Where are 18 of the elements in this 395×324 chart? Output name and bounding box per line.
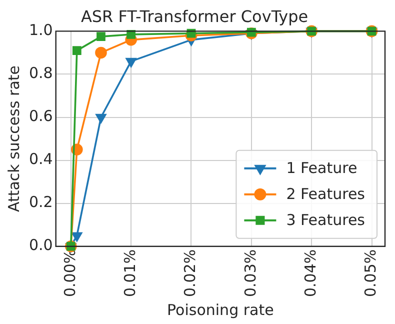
x-tick-label: 0.02% [181,249,200,298]
x-axis-title: Poisoning rate [167,300,274,319]
x-tick-label: 0.01% [120,249,139,298]
legend-label: 2 Features [286,185,366,204]
x-tick-label: 0.05% [362,249,380,298]
x-tick-label: 0.00% [60,249,79,298]
chart-title: ASR FT-Transformer CovType [80,6,308,26]
y-tick-label: 0.4 [28,150,53,168]
legend-label: 1 Feature [286,159,358,178]
legend-label: 3 Features [286,211,366,230]
y-tick-label: 0.8 [28,64,53,82]
y-tick-label: 1.0 [28,21,53,40]
x-tick-label: 0.03% [241,249,260,298]
y-tick-label: 0.6 [28,107,53,126]
y-tick-label: 0.2 [28,193,53,212]
y-tick-label: 0.0 [28,236,53,254]
x-tick-label: 0.04% [301,249,320,298]
y-axis-title: Attack success rate [4,65,23,212]
